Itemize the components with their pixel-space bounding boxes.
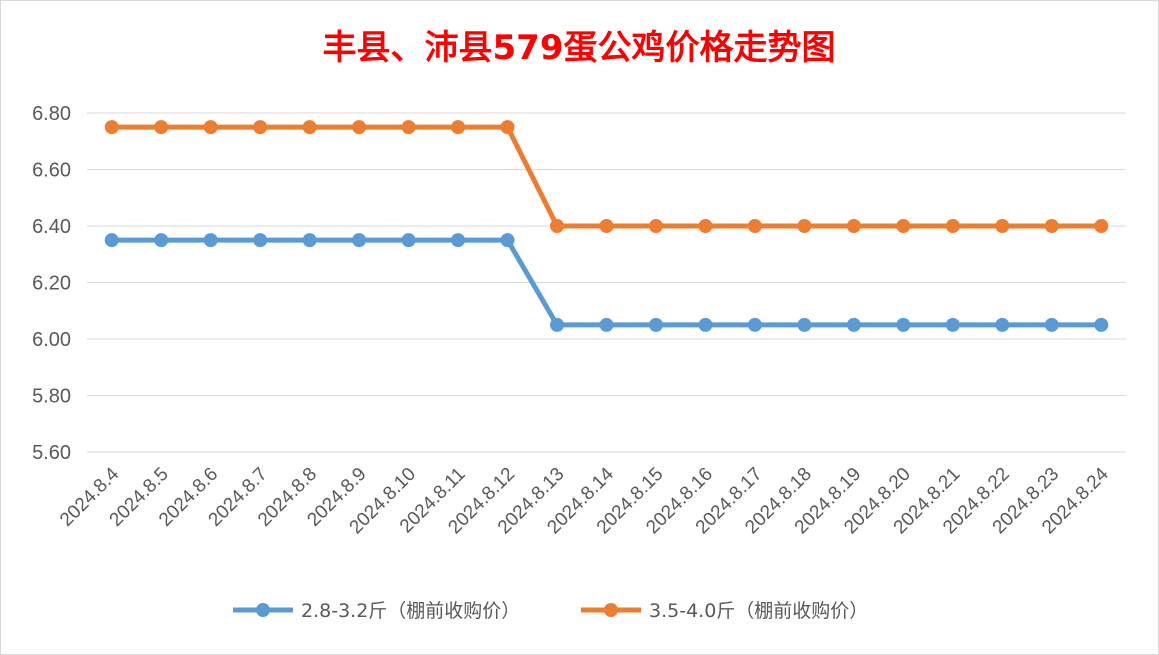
chart-title: 丰县、沛县579蛋公鸡价格走势图 (323, 28, 836, 68)
data-point (203, 233, 218, 248)
data-point (599, 317, 614, 332)
data-point (253, 120, 268, 135)
y-tick-label: 6.40 (32, 216, 71, 238)
legend-label: 3.5-4.0斤（棚前收购价） (649, 600, 868, 622)
y-axis-ticks: 5.60 5.80 6.00 6.20 6.40 6.60 6.80 (32, 103, 71, 464)
data-point (1094, 219, 1109, 233)
series-lines (104, 120, 1109, 332)
series-line (109, 124, 1104, 229)
y-tick-label: 5.60 (32, 442, 71, 464)
y-tick-label: 6.00 (32, 329, 71, 351)
data-point (451, 233, 466, 248)
data-point (797, 219, 812, 233)
legend: 2.8-3.2斤（棚前收购价） 3.5-4.0斤（棚前收购价） (233, 600, 868, 622)
data-point (352, 233, 367, 248)
series-1 (104, 233, 1109, 332)
data-point (550, 219, 565, 233)
data-point (648, 219, 663, 233)
data-point (797, 317, 812, 332)
legend-swatch-marker (604, 603, 618, 617)
data-point (104, 233, 119, 248)
gridlines (87, 112, 1126, 453)
legend-item: 3.5-4.0斤（棚前收购价） (581, 600, 868, 622)
data-point (1044, 219, 1059, 233)
data-point (352, 120, 367, 135)
data-point (104, 120, 119, 135)
y-tick-label: 5.80 (32, 386, 71, 408)
data-point (698, 317, 713, 332)
data-point (648, 317, 663, 332)
legend-label: 2.8-3.2斤（棚前收购价） (301, 600, 520, 622)
data-point (401, 120, 416, 135)
data-point (698, 219, 713, 233)
data-point (1044, 317, 1059, 332)
data-point (896, 317, 911, 332)
data-point (747, 317, 762, 332)
series-2 (104, 120, 1109, 233)
data-point (203, 120, 218, 135)
data-point (154, 233, 169, 248)
data-point (302, 120, 317, 135)
data-point (846, 219, 861, 233)
data-point (401, 233, 416, 248)
legend-swatch-marker (256, 603, 270, 617)
y-tick-label: 6.60 (32, 160, 71, 182)
data-point (154, 120, 169, 135)
data-point (253, 233, 268, 248)
y-tick-label: 6.20 (32, 273, 71, 295)
data-point (1094, 317, 1109, 332)
data-point (945, 317, 960, 332)
data-point (500, 233, 515, 248)
data-point (500, 120, 515, 135)
data-point (995, 219, 1010, 233)
data-point (896, 219, 911, 233)
data-point (599, 219, 614, 233)
data-point (302, 233, 317, 248)
x-axis-ticks: 2024.8.42024.8.52024.8.62024.8.72024.8.8… (56, 463, 1113, 538)
data-point (995, 317, 1010, 332)
data-point (846, 317, 861, 332)
data-point (451, 120, 466, 135)
legend-item: 2.8-3.2斤（棚前收购价） (233, 600, 520, 622)
data-point (945, 219, 960, 233)
data-point (747, 219, 762, 233)
data-point (550, 317, 565, 332)
y-tick-label: 6.80 (32, 103, 71, 125)
